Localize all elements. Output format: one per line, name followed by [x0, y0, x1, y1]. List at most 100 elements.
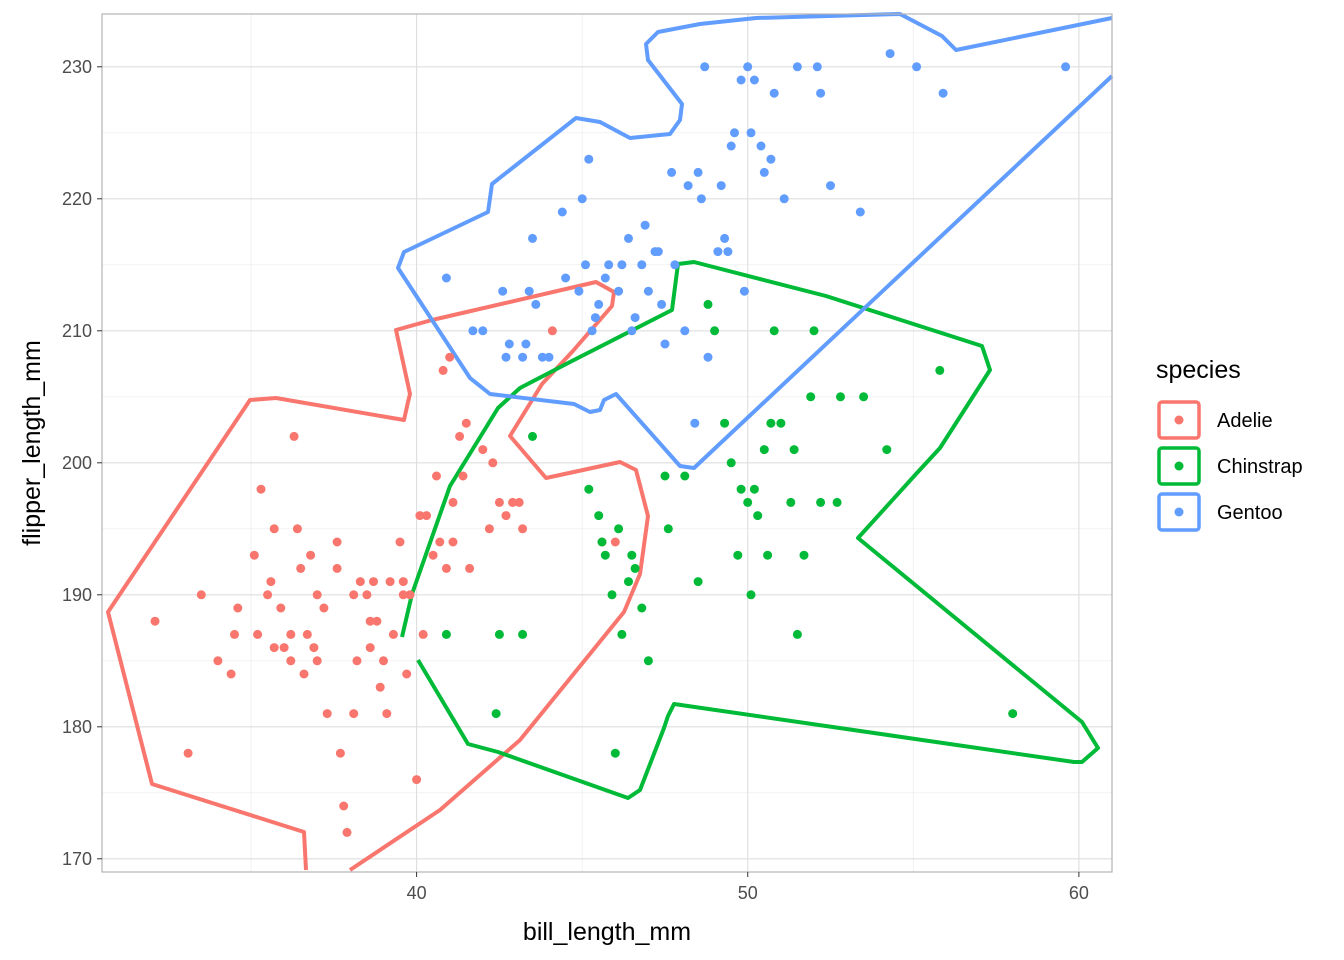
adelie-point — [432, 471, 441, 481]
gentoo-point — [855, 207, 865, 217]
gentoo-point — [637, 260, 647, 270]
adelie-point — [296, 563, 306, 573]
adelie-point — [478, 445, 488, 455]
gentoo-point — [614, 286, 624, 296]
legend: species Adelie Chinstrap Gentoo — [1156, 356, 1303, 532]
adelie-point — [355, 577, 365, 587]
legend-title: species — [1156, 356, 1241, 384]
y-tick-label: 170 — [62, 849, 92, 869]
chinstrap-point — [720, 418, 730, 428]
chinstrap-legend-dot — [1174, 461, 1184, 471]
adelie-point — [349, 709, 359, 719]
adelie-point — [302, 629, 312, 639]
gentoo-point — [885, 49, 895, 59]
adelie-point — [501, 511, 511, 521]
gentoo-point — [696, 194, 706, 204]
chinstrap-point — [703, 299, 713, 309]
gentoo-point — [630, 313, 640, 323]
adelie-point — [286, 629, 296, 639]
y-tick-label: 180 — [62, 717, 92, 737]
chinstrap-point — [806, 392, 816, 402]
chinstrap-point — [726, 458, 736, 468]
chinstrap-point — [809, 326, 819, 336]
gentoo-point — [624, 233, 633, 243]
adelie-point — [422, 511, 431, 521]
adelie-point — [418, 629, 428, 639]
chinstrap-point — [660, 471, 670, 481]
adelie-point — [289, 431, 299, 441]
adelie-point — [362, 590, 372, 600]
adelie-point — [547, 326, 557, 336]
adelie-point — [312, 590, 322, 600]
adelie-point — [183, 748, 193, 758]
gentoo-point — [716, 181, 726, 191]
adelie-point — [319, 603, 329, 613]
chinstrap-point — [882, 445, 892, 455]
gentoo-point — [657, 299, 667, 309]
chinstrap-point — [816, 497, 826, 507]
adelie-point — [213, 656, 223, 666]
chinstrap-point — [594, 511, 604, 521]
gentoo-point — [643, 286, 653, 296]
adelie-point — [263, 590, 273, 600]
adelie-point — [233, 603, 243, 613]
adelie-point — [458, 471, 468, 481]
chinstrap-point — [663, 524, 673, 534]
adelie-point — [435, 537, 445, 547]
gentoo-point — [683, 181, 693, 191]
gentoo-point — [766, 154, 776, 164]
chinstrap-point — [736, 484, 746, 494]
adelie-point — [375, 682, 385, 692]
plot-panel — [102, 14, 1112, 872]
gentoo-point — [743, 62, 753, 72]
y-tick-label: 220 — [62, 189, 92, 209]
gentoo-point — [528, 233, 537, 243]
gentoo-point — [912, 62, 922, 72]
chinstrap-point — [766, 418, 776, 428]
gentoo-point — [627, 326, 637, 336]
chinstrap-point — [859, 392, 869, 402]
adelie-point — [279, 643, 289, 653]
gentoo-point — [759, 167, 769, 177]
adelie-point — [266, 577, 276, 587]
gentoo-point — [938, 88, 948, 98]
chinstrap-point — [614, 524, 624, 534]
adelie-point — [441, 563, 451, 573]
gentoo-point — [604, 260, 614, 270]
gentoo-point — [667, 167, 677, 177]
adelie-point — [226, 669, 236, 679]
panel-border — [101, 13, 1113, 873]
chinstrap-point — [763, 550, 773, 560]
adelie-point — [292, 524, 302, 534]
gentoo-hull-outline — [396, 12, 1114, 470]
chinstrap-point — [1008, 709, 1018, 719]
adelie-legend-label: Adelie — [1217, 410, 1273, 432]
adelie-point — [230, 629, 239, 639]
gentoo-point — [594, 299, 604, 309]
adelie-point — [405, 590, 415, 600]
adelie-point — [428, 550, 438, 560]
gentoo-point — [1061, 62, 1071, 72]
data-points — [150, 49, 1071, 837]
chinstrap-point — [832, 497, 842, 507]
gentoo-point — [792, 62, 802, 72]
adelie-point — [448, 537, 458, 547]
adelie-point — [402, 669, 412, 679]
adelie-point — [610, 537, 620, 547]
adelie-point — [379, 656, 388, 666]
gentoo-point — [769, 88, 779, 98]
adelie-point — [352, 656, 362, 666]
gentoo-point — [531, 299, 541, 309]
gentoo-point — [590, 313, 600, 323]
adelie-point — [249, 550, 259, 560]
gentoo-point — [524, 286, 534, 296]
axes — [101, 13, 1113, 873]
chinstrap-point — [617, 629, 627, 639]
chinstrap-point — [494, 629, 504, 639]
adelie-point — [412, 775, 422, 785]
adelie-point — [349, 590, 359, 600]
adelie-point — [369, 577, 378, 587]
chinstrap-point — [610, 748, 620, 758]
gentoo-point — [581, 260, 590, 270]
gentoo-point — [501, 352, 511, 362]
